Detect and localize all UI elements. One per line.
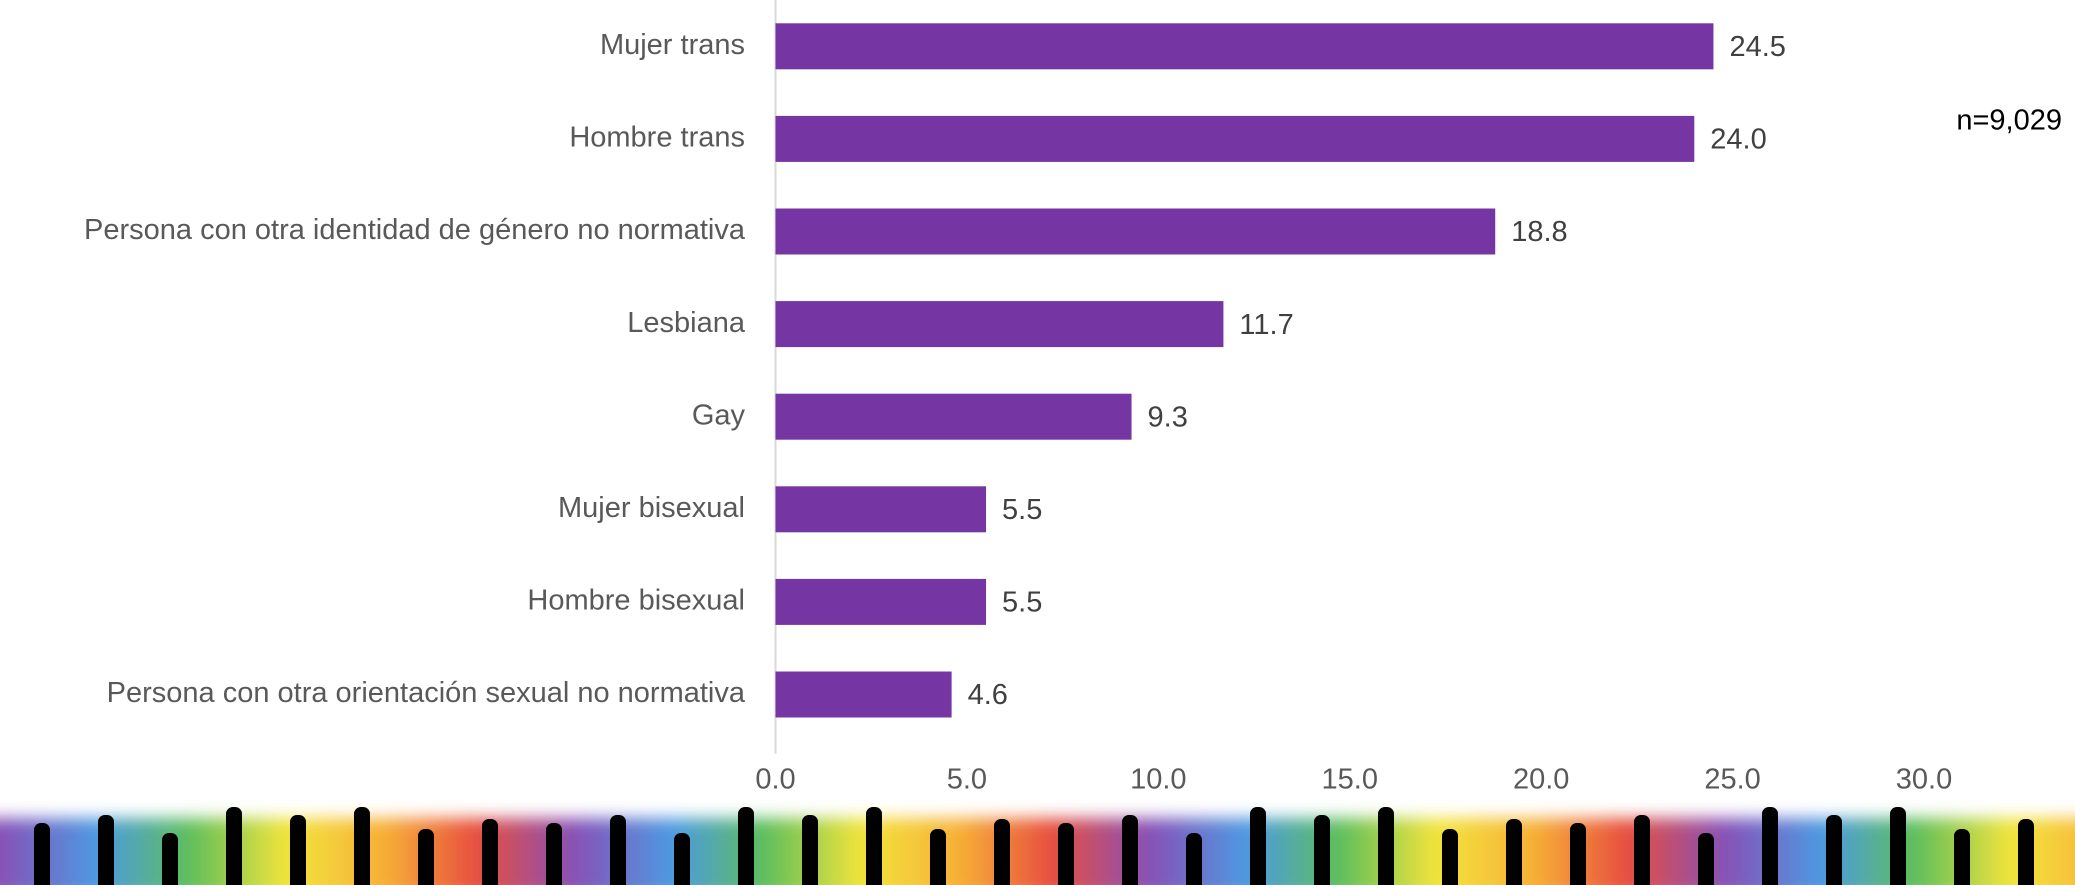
peg <box>1570 823 1586 885</box>
rainbow-band <box>0 818 2075 885</box>
value-label: 24.5 <box>1729 31 1785 63</box>
bar <box>775 301 1224 348</box>
category-label: Persona con otra identidad de género no … <box>84 214 746 246</box>
x-tick-label: 15.0 <box>1322 764 1378 796</box>
value-label: 9.3 <box>1148 401 1188 433</box>
peg <box>1122 815 1138 885</box>
peg <box>930 829 946 885</box>
x-tick-label: 5.0 <box>947 764 987 796</box>
category-label: Hombre bisexual <box>527 585 745 617</box>
peg <box>2018 819 2034 885</box>
bar <box>775 393 1132 440</box>
peg <box>226 807 242 885</box>
x-tick-label: 10.0 <box>1130 764 1186 796</box>
bar <box>775 23 1714 70</box>
peg <box>1058 823 1074 885</box>
peg <box>1314 815 1330 885</box>
peg <box>1954 829 1970 885</box>
peg <box>418 829 434 885</box>
bar <box>775 208 1496 255</box>
rainbow-strip <box>0 818 2075 885</box>
peg <box>1890 807 1906 885</box>
value-label: 5.5 <box>1002 587 1042 619</box>
value-label: 24.0 <box>1710 124 1766 156</box>
peg <box>98 815 114 885</box>
peg <box>1826 815 1842 885</box>
peg <box>354 807 370 885</box>
peg <box>34 823 50 885</box>
peg <box>482 819 498 885</box>
category-label: Hombre trans <box>569 122 745 154</box>
sample-size: n=9,029 <box>1956 105 2062 137</box>
peg <box>290 815 306 885</box>
peg <box>1634 815 1650 885</box>
peg <box>674 833 690 885</box>
x-tick-label: 25.0 <box>1704 764 1760 796</box>
bar <box>775 671 952 718</box>
peg <box>1186 833 1202 885</box>
peg <box>1250 807 1266 885</box>
category-label: Mujer bisexual <box>558 492 745 524</box>
peg <box>802 815 818 885</box>
peg <box>866 807 882 885</box>
category-label: Gay <box>692 399 746 431</box>
peg <box>162 833 178 885</box>
peg <box>738 807 754 885</box>
peg <box>546 823 562 885</box>
bar <box>775 115 1695 162</box>
bar <box>775 578 987 625</box>
category-label: Mujer trans <box>600 29 745 61</box>
x-tick-label: 30.0 <box>1896 764 1952 796</box>
bar <box>775 486 987 533</box>
peg <box>610 815 626 885</box>
value-label: 18.8 <box>1511 216 1567 248</box>
x-tick-label: 20.0 <box>1513 764 1569 796</box>
peg <box>1378 807 1394 885</box>
peg <box>1506 819 1522 885</box>
value-label: 5.5 <box>1002 494 1042 526</box>
peg <box>1698 833 1714 885</box>
pegs <box>34 807 2034 885</box>
peg <box>1762 807 1778 885</box>
peg <box>1442 829 1458 885</box>
x-tick-label: 0.0 <box>755 764 795 796</box>
category-label: Persona con otra orientación sexual no n… <box>107 677 746 709</box>
value-label: 11.7 <box>1239 309 1293 341</box>
peg <box>994 819 1010 885</box>
category-label: Lesbiana <box>627 307 746 339</box>
value-label: 4.6 <box>968 679 1008 711</box>
